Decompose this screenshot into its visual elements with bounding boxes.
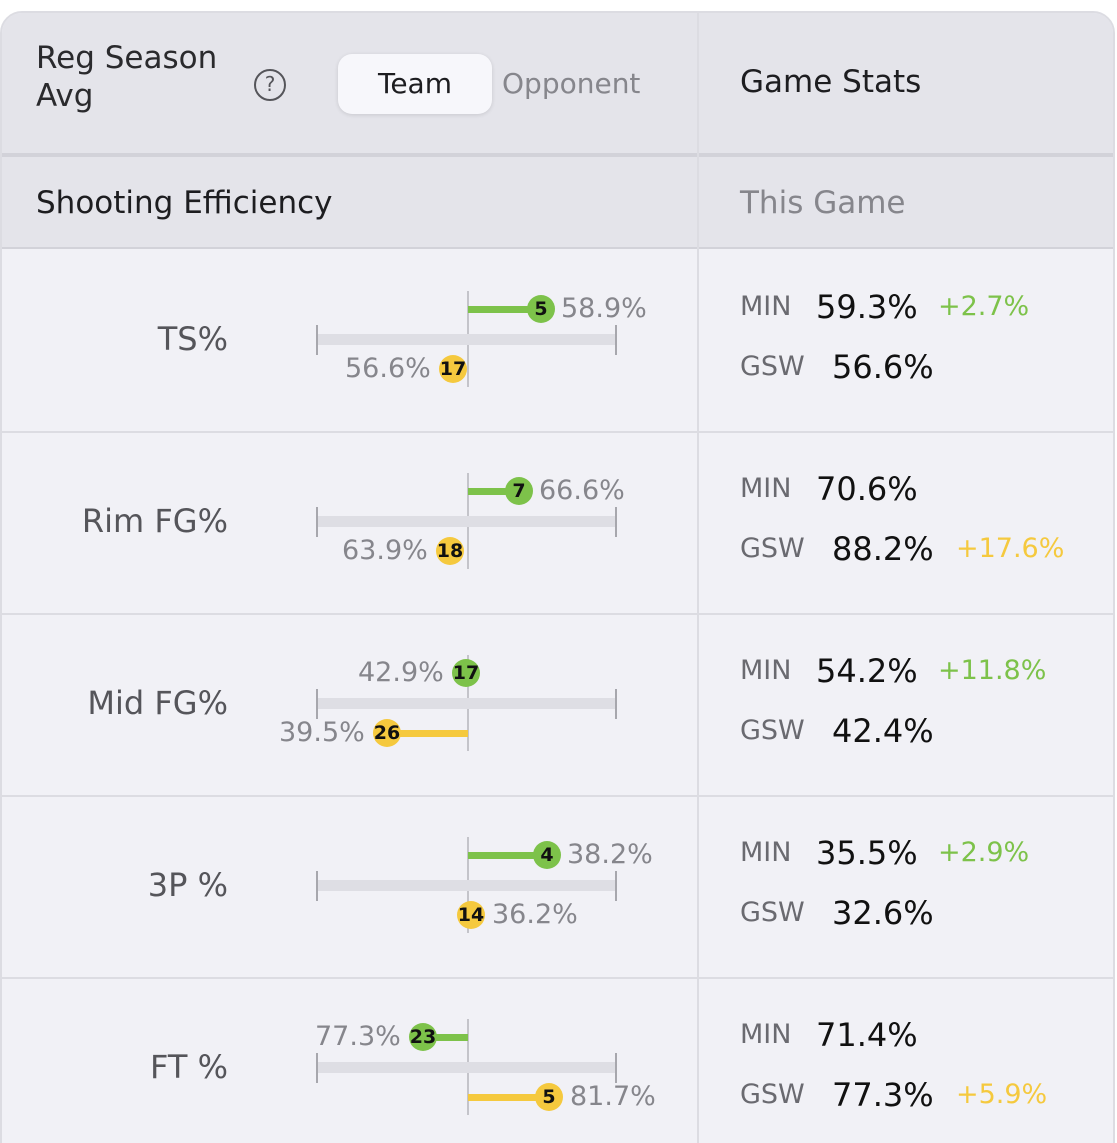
team-bar [468,488,519,495]
axis-track [317,880,617,891]
axis-tick [615,325,617,355]
stats-card: Reg Season Avg ? Team Opponent Game Stat… [0,11,1115,1143]
axis-tick [615,871,617,901]
opp-rank-dot: 14 [457,901,485,929]
help-icon[interactable]: ? [254,69,286,101]
game-team-value: 70.6% [816,470,918,508]
game-opp-abbr: GSW [740,715,805,746]
game-team-value: 59.3% [816,288,918,326]
team-bar [423,1034,468,1041]
header-bar: Reg Season Avg ? Team Opponent Game Stat… [2,13,1113,157]
opp-rank-dot: 26 [373,719,401,747]
game-team-value: 35.5% [816,834,918,872]
axis-track [317,516,617,527]
opp-value: 56.6% [345,353,431,384]
axis-tick [316,507,318,537]
game-team-value: 54.2% [816,652,918,690]
game-opp-diff: +5.9% [956,1079,1048,1110]
game-opp-value: 77.3% [832,1076,934,1114]
team-rank-dot: 7 [505,477,533,505]
game-opp-value: 42.4% [832,712,934,750]
game-opp-abbr: GSW [740,897,805,928]
team-value: 38.2% [567,839,653,870]
axis-tick [316,1053,318,1083]
team-value: 58.9% [561,293,647,324]
game-team-abbr: MIN [740,655,792,686]
stat-row: Mid FG% 17 42.9% 26 39.5% MIN 54.2% +11.… [2,615,1113,797]
metric-label: Rim FG% [81,502,228,540]
team-rank-dot: 23 [409,1023,437,1051]
stat-row: 3P % 4 38.2% 14 36.2% MIN 35.5% +2.9% GS… [2,797,1113,979]
reg-season-title: Reg Season Avg [36,40,218,114]
team-value: 77.3% [315,1021,401,1052]
game-opp-value: 56.6% [832,348,934,386]
game-team-abbr: MIN [740,837,792,868]
axis-track [317,334,617,345]
metric-label: TS% [157,320,228,358]
metric-label: 3P % [147,866,228,904]
game-opp-abbr: GSW [740,533,805,564]
axis-tick [615,507,617,537]
axis-tick [316,325,318,355]
stat-row: FT % 23 77.3% 5 81.7% MIN 71.4% GSW 77.3… [2,979,1113,1143]
opp-bar [387,730,468,737]
axis-tick [615,1053,617,1083]
axis-tick [615,689,617,719]
axis-tick [316,689,318,719]
header-divider [2,153,1113,157]
opp-rank-dot: 17 [439,355,467,383]
toggle-opponent-button[interactable]: Opponent [502,67,641,100]
this-game-label: This Game [740,185,906,221]
team-value: 66.6% [539,475,625,506]
game-team-abbr: MIN [740,291,792,322]
metric-label: FT % [150,1048,228,1086]
stat-row: Rim FG% 7 66.6% 18 63.9% MIN 70.6% GSW 8… [2,433,1113,615]
game-opp-value: 32.6% [832,894,934,932]
opp-bar [468,1094,549,1101]
metric-label: Mid FG% [87,684,228,722]
team-value: 42.9% [358,657,444,688]
team-rank-dot: 17 [452,659,480,687]
game-team-diff: +2.9% [938,837,1030,868]
game-team-abbr: MIN [740,1019,792,1050]
axis-track [317,1062,617,1073]
axis-track [317,698,617,709]
team-rank-dot: 5 [527,295,555,323]
game-opp-value: 88.2% [832,530,934,568]
column-divider [697,13,699,1143]
axis-tick [316,871,318,901]
opp-value: 39.5% [279,717,365,748]
toggle-team-button[interactable]: Team [338,54,492,114]
team-rank-dot: 4 [533,841,561,869]
opp-value: 36.2% [492,899,578,930]
section-header: Shooting Efficiency This Game [2,157,1113,249]
game-stats-title: Game Stats [740,64,922,100]
game-team-value: 71.4% [816,1016,918,1054]
game-team-abbr: MIN [740,473,792,504]
game-opp-abbr: GSW [740,1079,805,1110]
game-team-diff: +2.7% [938,291,1030,322]
opp-value: 63.9% [342,535,428,566]
team-bar [468,306,541,313]
team-bar [468,852,547,859]
opp-rank-dot: 18 [436,537,464,565]
opp-value: 81.7% [570,1081,656,1112]
game-opp-abbr: GSW [740,351,805,382]
opp-rank-dot: 5 [535,1083,563,1111]
game-team-diff: +11.8% [938,655,1047,686]
section-title: Shooting Efficiency [36,185,333,221]
stat-row: TS% 5 58.9% 17 56.6% MIN 59.3% +2.7% GSW… [2,251,1113,433]
game-opp-diff: +17.6% [956,533,1065,564]
